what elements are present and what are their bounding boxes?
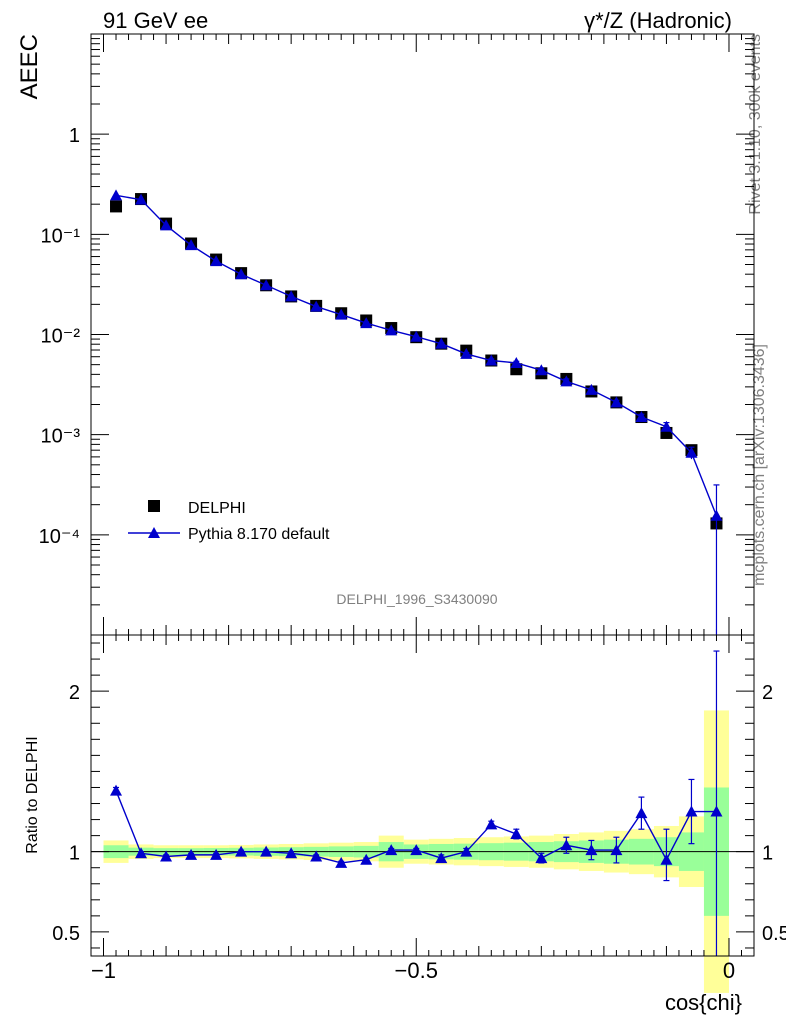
pythia-point (135, 193, 148, 205)
header-right-label: γ*/Z (Hadronic) (584, 8, 732, 33)
top-panel-frame (90, 33, 755, 636)
x-tick-label: −0.5 (395, 958, 438, 983)
pythia-point (585, 383, 598, 395)
ratio-pythia-point (385, 844, 398, 856)
pythia-point (635, 411, 648, 423)
pythia-point (610, 396, 623, 408)
ratio-pythia-point (235, 845, 248, 857)
top-y-tick-label: 10⁻³ (41, 426, 81, 448)
pythia-point (435, 337, 448, 349)
top-y-tick-label: 1 (69, 125, 80, 147)
legend-data-label: DELPHI (188, 500, 246, 517)
ratio-pythia-point (485, 818, 498, 830)
pythia-point (535, 364, 548, 376)
ratio-pythia-point (610, 844, 623, 856)
ratio-pythia-point (685, 805, 698, 817)
pythia-point (335, 308, 348, 320)
ratio-pythia-point (710, 805, 723, 817)
pythia-point (285, 290, 298, 302)
legend-data-marker (148, 500, 160, 512)
ratio-y-tick-label-left: 2 (69, 682, 80, 704)
ratio-pythia-point (335, 856, 348, 868)
ratio-pythia-point (160, 850, 173, 862)
ratio-y-tick-label-right: 0.5 (762, 923, 786, 945)
ratio-pythia-point (660, 853, 673, 865)
generator-label: Rivet 3.1.10, 300k events (747, 34, 764, 215)
ratio-pythia-point (635, 807, 648, 819)
source-label: mcplots.cern.ch [arXiv:1306.3436] (751, 344, 768, 586)
pythia-point (410, 330, 423, 342)
top-panel: 10⁻⁴ 10⁻³ 10⁻² 10⁻¹ 1 (39, 33, 755, 636)
ratio-pythia-point (210, 848, 223, 860)
ratio-pythia-point (310, 850, 323, 862)
ratio-pythia-point (510, 828, 523, 840)
ratio-y-tick-label-left: 1 (69, 843, 80, 865)
ratio-pythia-point (360, 853, 373, 865)
top-y-tick-label: 10⁻⁴ (39, 526, 80, 548)
pythia-point (685, 446, 698, 458)
ratio-pythia-point (285, 847, 298, 859)
pythia-point (160, 219, 173, 231)
pythia-point (485, 354, 498, 366)
pythia-point (710, 509, 723, 521)
pythia-line (115, 194, 718, 517)
pythia-point (360, 317, 373, 329)
ratio-pythia-point (185, 848, 198, 860)
ratio-pythia-point (260, 845, 273, 857)
pythia-point (560, 375, 573, 387)
ratio-pythia-point (585, 844, 598, 856)
top-y-tick-label: 10⁻² (41, 326, 81, 348)
top-y-axis-title: AEEC (16, 34, 43, 99)
pythia-point (185, 239, 198, 251)
ratio-panel: −1 −0.5 0 0.5 0.5 1 1 2 2 (52, 635, 786, 993)
pythia-point (235, 268, 248, 280)
pythia-point (660, 420, 673, 432)
pythia-point (210, 255, 223, 267)
delphi-point (110, 200, 123, 213)
ratio-panel-frame (90, 634, 755, 957)
x-tick-label: −1 (91, 958, 116, 983)
ratio-y-tick-label-right: 2 (762, 682, 773, 704)
pythia-point (385, 324, 398, 336)
ratio-pythia-point (560, 839, 573, 851)
ratio-y-tick-label-left: 0.5 (52, 923, 80, 945)
top-y-tick-label: 10⁻¹ (41, 225, 81, 247)
ratio-pythia-point (535, 852, 548, 864)
ratio-pythia-point (410, 844, 423, 856)
legend-mc-label: Pythia 8.170 default (188, 526, 330, 543)
legend-mc-marker (148, 527, 160, 538)
ratio-y-tick-label-right: 1 (762, 843, 773, 865)
ratio-pythia-point (460, 845, 473, 857)
ratio-pythia-point (435, 852, 448, 864)
pythia-point (310, 300, 323, 312)
bottom-y-axis-title: Ratio to DELPHI (24, 736, 41, 853)
pythia-point (110, 189, 123, 201)
ratio-pythia-point (135, 847, 148, 859)
x-axis-title: cos{chi} (665, 990, 742, 1015)
analysis-watermark: DELPHI_1996_S3430090 (336, 591, 497, 607)
pythia-point (260, 279, 273, 291)
ratio-pythia-point (110, 784, 123, 796)
header-left-label: 91 GeV ee (103, 8, 208, 33)
pythia-point (460, 347, 473, 359)
pythia-point (510, 356, 523, 368)
x-tick-label: 0 (723, 958, 735, 983)
